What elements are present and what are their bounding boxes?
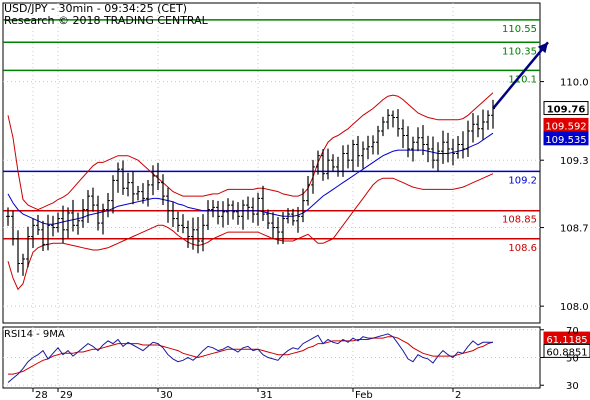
rsi-tick-label: 70 — [566, 326, 579, 337]
time-tick-label: 31 — [260, 390, 273, 400]
level-label: 110.1 — [508, 74, 537, 85]
level-label: 108.85 — [502, 215, 537, 226]
price-tag-label: 109.76 — [547, 105, 586, 116]
rsi-ma-line — [8, 336, 494, 375]
rsi-line — [7, 333, 494, 383]
price-tick-label: 109.3 — [560, 156, 589, 167]
price-tag-current — [543, 101, 589, 116]
level-label: 109.2 — [508, 175, 537, 186]
rsi-tag-label: 60.8851 — [546, 347, 587, 358]
time-tick-label: 2 — [455, 390, 461, 400]
rsi-title: RSI14 - 9MA — [4, 329, 65, 340]
price-tick-label: 108.7 — [560, 224, 589, 235]
price-panel-frame — [2, 2, 541, 324]
rsi-tick-label: 50 — [566, 354, 579, 365]
price-tick-label: 110.0 — [560, 78, 589, 89]
level-label: 110.55 — [502, 24, 537, 35]
price-tick-label: 108.0 — [560, 302, 589, 313]
rsi-tag-label: 61.1185 — [546, 335, 587, 346]
time-tick-label: 29 — [60, 390, 73, 400]
rsi-tick-label: 30 — [566, 381, 579, 392]
target-arrow-line — [492, 41, 549, 110]
price-tag-blue — [543, 131, 589, 146]
bollinger-lower-line — [7, 173, 494, 291]
chart-title: USD/JPY - 30min - 09:34:25 (CET) — [4, 2, 187, 15]
bollinger-upper-line — [7, 92, 494, 211]
time-tick-label: 28 — [35, 390, 48, 400]
price-tag-label: 109.535 — [545, 135, 586, 146]
rsi-tag-white — [543, 343, 590, 358]
level-label: 108.6 — [508, 243, 537, 254]
time-tick-label: Feb — [355, 390, 373, 400]
price-tag-label: 109.592 — [545, 121, 586, 132]
chart-subtitle: Research © 2018 TRADING CENTRAL — [4, 14, 209, 27]
level-label: 110.35 — [502, 46, 537, 57]
time-tick-label: 30 — [160, 390, 173, 400]
bollinger-middle-line — [7, 132, 494, 225]
target-arrow-head-icon — [537, 42, 548, 54]
